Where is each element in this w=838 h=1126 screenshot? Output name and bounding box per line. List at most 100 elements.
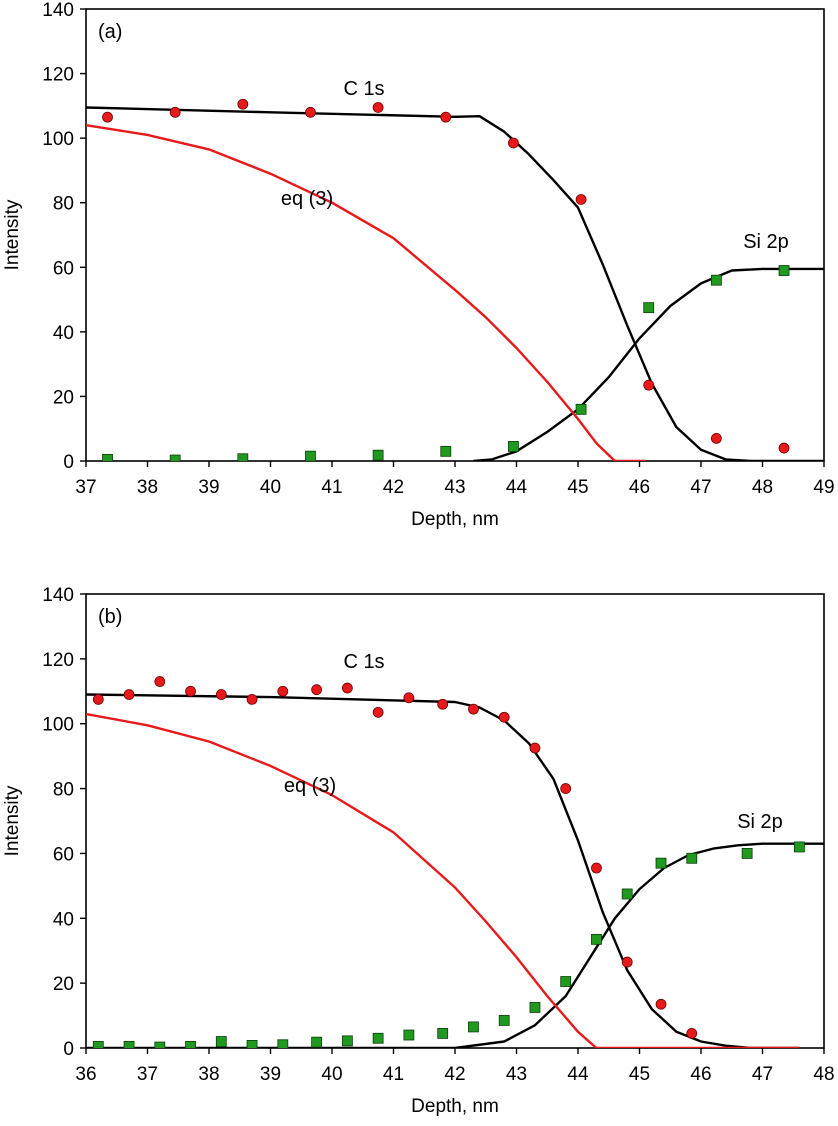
- y-tick-label: 80: [53, 194, 74, 215]
- panel-label: (b): [98, 606, 122, 628]
- c-1s-point: [246, 693, 258, 705]
- c-1s-point: [92, 693, 104, 705]
- si-2p-point: [372, 1032, 384, 1044]
- si-2p-point: [560, 976, 572, 987]
- panel-label: (a): [98, 21, 122, 43]
- x-tick-label: 49: [813, 477, 834, 498]
- annotation-eq-3: eq (3): [281, 188, 333, 210]
- c-1s-fit-line: [86, 106, 824, 461]
- c-1s-point: [440, 111, 452, 123]
- si-2p-point: [169, 454, 181, 461]
- si-2p-point: [185, 1040, 196, 1048]
- c-1s-point: [154, 676, 166, 687]
- si-2p-fit-line: [473, 267, 824, 461]
- c-1s-point: [403, 692, 415, 704]
- si-2p-point: [508, 441, 519, 452]
- y-tick-label: 120: [42, 65, 74, 86]
- y-tick-label: 80: [53, 780, 74, 801]
- c-1s-point: [621, 956, 633, 968]
- si-2p-point: [621, 888, 633, 900]
- si-2p-point: [468, 1021, 479, 1033]
- c-1s-point: [277, 685, 289, 697]
- si-2p-point: [341, 1035, 353, 1047]
- plot-area: [86, 676, 824, 1048]
- x-tick-label: 46: [629, 477, 650, 498]
- y-tick-label: 60: [53, 844, 74, 865]
- x-tick-label: 44: [506, 477, 528, 498]
- c-1s-point: [341, 682, 353, 694]
- si-2p-point: [710, 274, 722, 286]
- chart-panel-b: 0 20 40 60 80 100 120 140 36 37 38 39 40 41 42 43 44 45 46…: [2, 585, 835, 1117]
- c-1s-point: [575, 194, 587, 205]
- plot-frame: [85, 8, 825, 462]
- si-2p-point: [591, 933, 602, 945]
- y-tick-label: 40: [53, 323, 74, 344]
- x-tick-label: 46: [690, 1064, 711, 1085]
- c-1s-point: [560, 783, 572, 794]
- annotation-eq-3: eq (3): [284, 775, 336, 797]
- si-2p-point: [575, 403, 587, 415]
- x-tick-label: 39: [260, 1064, 281, 1085]
- x-tick-label: 39: [198, 477, 219, 498]
- x-tick-label: 44: [567, 1064, 589, 1085]
- si-2p-point: [311, 1036, 323, 1048]
- c-1s-point: [311, 684, 323, 696]
- si-2p-point: [498, 1015, 510, 1026]
- y-axis-label: Intensity: [2, 785, 23, 856]
- si-2p-point: [92, 1040, 104, 1048]
- y-tick-label: 0: [63, 452, 74, 473]
- x-tick-label: 45: [629, 1064, 650, 1085]
- annotation-c-1s: C 1s: [343, 651, 384, 673]
- y-tick-label: 0: [63, 1039, 74, 1060]
- si-2p-point: [215, 1036, 227, 1047]
- si-2p-fit-line: [86, 842, 824, 1048]
- si-2p-point: [154, 1041, 166, 1048]
- si-2p-point: [529, 1002, 541, 1013]
- si-2p-point: [372, 449, 384, 461]
- x-tick-label: 47: [752, 1064, 773, 1085]
- c-1s-point: [468, 703, 479, 715]
- x-tick-label: 36: [75, 1064, 96, 1085]
- x-tick-label: 40: [260, 477, 281, 498]
- y-tick-label: 120: [42, 650, 74, 671]
- c-1s-point: [529, 742, 541, 754]
- x-tick-label: 45: [567, 477, 588, 498]
- si-2p-point: [305, 450, 316, 461]
- y-tick-label: 140: [42, 0, 74, 21]
- y-tick-label: 40: [53, 909, 74, 930]
- si-2p-point: [123, 1040, 135, 1048]
- x-tick-label: 41: [383, 1064, 404, 1085]
- si-2p-point: [440, 445, 452, 457]
- c-1s-point: [215, 689, 227, 700]
- si-2p-point: [102, 453, 113, 461]
- c-1s-point: [437, 698, 449, 710]
- x-tick-label: 38: [137, 477, 158, 498]
- y-axis-label: Intensity: [2, 199, 23, 270]
- chart-panel-a: 0 20 40 60 80 100 120 140 37 38 39 40 41 42 43 44 45 46 47…: [2, 0, 835, 530]
- y-tick-label: 140: [42, 585, 74, 606]
- si-2p-point: [643, 302, 655, 314]
- si-2p-point: [741, 848, 753, 859]
- y-tick-label: 100: [42, 129, 74, 150]
- si-2p-point: [277, 1039, 289, 1048]
- c-1s-point: [372, 706, 384, 718]
- si-2p-point: [778, 265, 790, 276]
- c-1s-point: [237, 98, 249, 110]
- x-tick-label: 48: [813, 1064, 834, 1085]
- si-2p-point: [246, 1040, 258, 1048]
- x-axis-label: Depth, nm: [411, 509, 499, 530]
- c-1s-point: [123, 689, 135, 700]
- c-1s-point: [778, 442, 790, 454]
- annotation-c-1s: C 1s: [343, 78, 384, 100]
- x-tick-label: 40: [321, 1064, 342, 1085]
- x-axis-label: Depth, nm: [411, 1096, 499, 1117]
- annotation-si-2p: Si 2p: [737, 811, 783, 833]
- eq-3-line: [86, 712, 800, 1048]
- x-tick-label: 42: [383, 477, 404, 498]
- si-2p-point: [794, 841, 805, 853]
- si-2p-point: [686, 852, 698, 864]
- x-tick-label: 41: [321, 477, 342, 498]
- x-tick-label: 42: [444, 1064, 465, 1085]
- x-tick-label: 48: [752, 477, 773, 498]
